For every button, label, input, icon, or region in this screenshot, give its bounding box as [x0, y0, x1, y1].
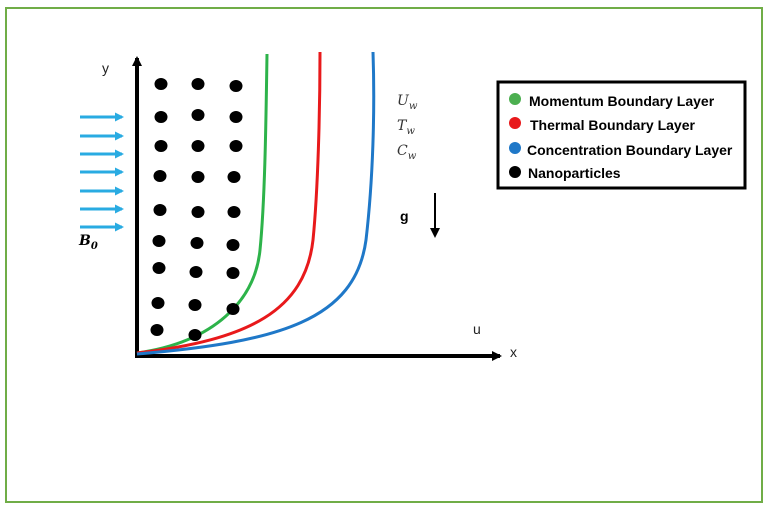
nanoparticle [188, 299, 202, 311]
magnetic-field-label: B0 [78, 233, 98, 252]
legend-marker-concentration [509, 142, 521, 154]
nanoparticles-group [150, 78, 243, 341]
x-axis-label: x [510, 344, 517, 360]
magnetic-field-symbol: B [78, 233, 91, 249]
thermal-boundary-layer-curve [136, 51, 322, 355]
velocity-label: u [473, 321, 481, 337]
nanoparticle [150, 324, 164, 336]
wall-temperature-label: Tw [397, 118, 415, 137]
nanoparticle [190, 237, 204, 249]
nanoparticle [191, 78, 205, 90]
magnetic-field-arrows [80, 112, 124, 232]
magnetic-field-subscript: 0 [91, 241, 98, 252]
nanoparticle [191, 140, 205, 152]
wall-velocity-label: Uw [397, 93, 418, 112]
legend-marker-momentum [509, 93, 521, 105]
legend-box [496, 80, 747, 190]
nanoparticle [153, 204, 167, 216]
nanoparticle [151, 297, 165, 309]
nanoparticle [226, 239, 240, 251]
wall-concentration-label: Cw [397, 143, 417, 162]
legend-marker-nanoparticles [509, 166, 521, 178]
nanoparticle [188, 329, 202, 341]
legend-item-concentration: Concentration Boundary Layer [527, 142, 733, 158]
nanoparticle [189, 266, 203, 278]
legend-marker-thermal [509, 117, 521, 129]
nanoparticle [152, 235, 166, 247]
nanoparticle [154, 140, 168, 152]
gravity-label: g [400, 208, 409, 224]
nanoparticle [154, 111, 168, 123]
nanoparticle [229, 111, 243, 123]
legend-item-nanoparticles: Nanoparticles [528, 165, 621, 181]
legend-item-thermal: Thermal Boundary Layer [530, 117, 695, 133]
nanoparticle [152, 262, 166, 274]
legend-item-momentum: Momentum Boundary Layer [529, 93, 715, 109]
nanoparticle [227, 171, 241, 183]
nanoparticle [229, 80, 243, 92]
y-axis-label: y [102, 60, 109, 76]
nanoparticle [153, 170, 167, 182]
nanoparticle [154, 78, 168, 90]
legend: Momentum Boundary Layer Thermal Boundary… [496, 80, 747, 190]
nanoparticle [229, 140, 243, 152]
nanoparticle [226, 303, 240, 315]
concentration-boundary-layer-curve [136, 51, 376, 356]
nanoparticle [226, 267, 240, 279]
nanoparticle [191, 109, 205, 121]
nanoparticle [227, 206, 241, 218]
nanoparticle [191, 206, 205, 218]
nanoparticle [191, 171, 205, 183]
